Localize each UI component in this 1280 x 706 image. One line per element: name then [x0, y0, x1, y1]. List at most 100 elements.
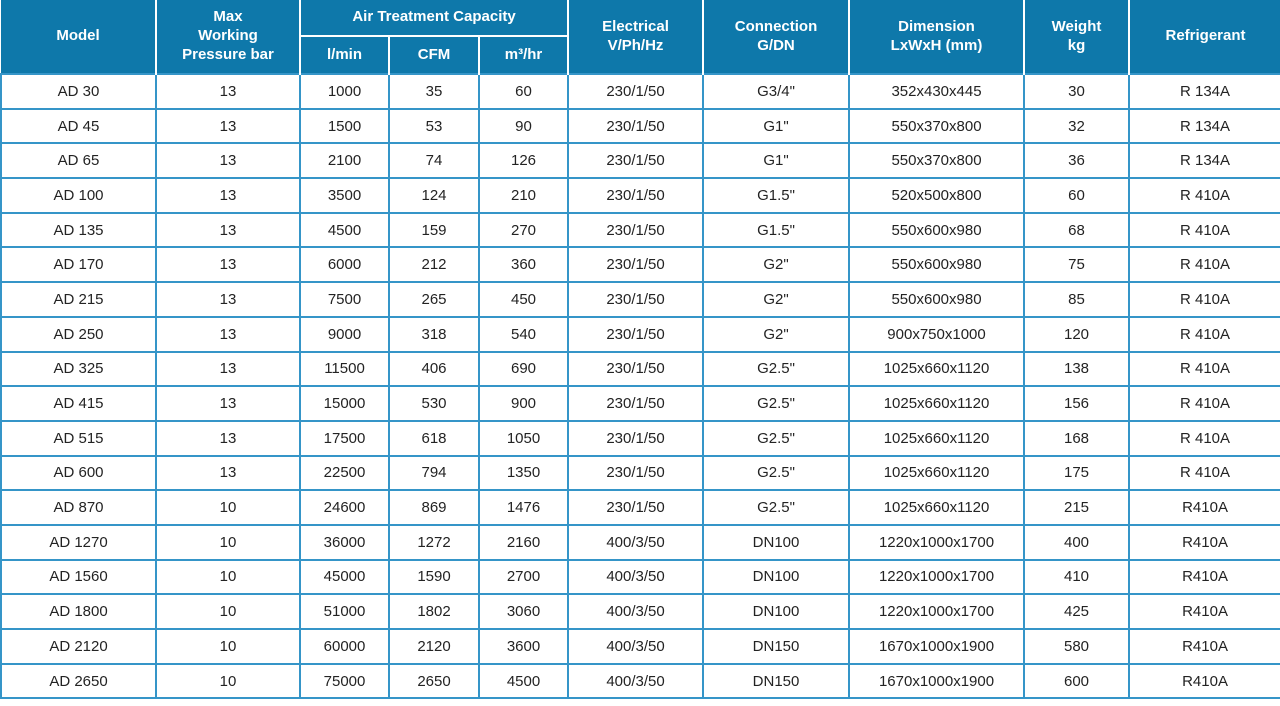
cell-refrigerant: R 410A — [1128, 177, 1280, 214]
cell-weight: 168 — [1023, 419, 1131, 457]
cell-weight: 32 — [1023, 107, 1131, 145]
cell-electrical: 230/1/50 — [567, 489, 705, 526]
cell-cfm: 265 — [388, 281, 480, 318]
cell-connection: G3/4" — [702, 73, 851, 110]
cell-dimension: 550x370x800 — [848, 142, 1026, 180]
cell-refrigerant: R 134A — [1128, 73, 1280, 110]
cell-connection: DN100 — [702, 558, 851, 596]
cell-refrigerant: R 134A — [1128, 107, 1280, 145]
cell-connection: G1" — [702, 142, 851, 180]
cell-refrigerant: R 410A — [1128, 350, 1280, 388]
cell-connection: G1" — [702, 107, 851, 145]
cell-connection: G2.5" — [702, 385, 851, 422]
cell-pressure: 13 — [155, 385, 301, 422]
cell-cfm: 1802 — [388, 593, 480, 630]
cell-m3hr: 90 — [477, 107, 570, 145]
cell-cfm: 1590 — [388, 558, 480, 596]
header-connection: Connection G/DN — [702, 0, 850, 74]
cell-model: AD 30 — [0, 73, 157, 110]
cell-cfm: 159 — [388, 211, 480, 249]
header-weight: Weight kg — [1023, 0, 1130, 74]
cell-pressure: 13 — [155, 454, 301, 492]
cell-connection: G2.5" — [702, 454, 851, 492]
cell-m3hr: 4500 — [477, 662, 570, 700]
cell-cfm: 530 — [388, 385, 480, 422]
cell-dimension: 1670x1000x1900 — [848, 662, 1026, 700]
cell-lmin: 36000 — [299, 523, 390, 561]
cell-electrical: 230/1/50 — [567, 315, 705, 353]
cell-electrical: 230/1/50 — [567, 107, 705, 145]
cell-electrical: 400/3/50 — [567, 628, 705, 665]
cell-pressure: 10 — [155, 558, 301, 596]
table-row: AD 2650 10 75000 2650 4500 400/3/50 DN150 1670x… — [0, 662, 1280, 700]
cell-cfm: 794 — [388, 454, 480, 492]
table-row: AD 1560 10 45000 1590 2700 400/3/50 DN100 1220x… — [0, 558, 1280, 596]
cell-pressure: 10 — [155, 628, 301, 665]
cell-connection: G2.5" — [702, 419, 851, 457]
cell-electrical: 400/3/50 — [567, 593, 705, 630]
cell-weight: 30 — [1023, 73, 1131, 110]
cell-electrical: 400/3/50 — [567, 662, 705, 700]
cell-dimension: 550x600x980 — [848, 281, 1026, 318]
cell-lmin: 6000 — [299, 246, 390, 284]
cell-dimension: 1025x660x1120 — [848, 350, 1026, 388]
cell-m3hr: 1476 — [477, 489, 570, 526]
cell-lmin: 60000 — [299, 628, 390, 665]
cell-electrical: 230/1/50 — [567, 177, 705, 214]
cell-m3hr: 3060 — [477, 593, 570, 630]
cell-electrical: 230/1/50 — [567, 385, 705, 422]
cell-model: AD 45 — [0, 107, 157, 145]
cell-electrical: 400/3/50 — [567, 558, 705, 596]
cell-model: AD 100 — [0, 177, 157, 214]
cell-dimension: 900x750x1000 — [848, 315, 1026, 353]
cell-cfm: 35 — [388, 73, 480, 110]
cell-cfm: 318 — [388, 315, 480, 353]
cell-m3hr: 690 — [477, 350, 570, 388]
cell-pressure: 13 — [155, 142, 301, 180]
cell-electrical: 230/1/50 — [567, 350, 705, 388]
table-row: AD 515 13 17500 618 1050 230/1/50 G2.5" 1025x66… — [0, 419, 1280, 457]
cell-lmin: 75000 — [299, 662, 390, 700]
cell-pressure: 10 — [155, 593, 301, 630]
cell-connection: G1.5" — [702, 211, 851, 249]
cell-pressure: 13 — [155, 107, 301, 145]
header-air-treatment-capacity: Air Treatment Capacity — [298, 0, 569, 37]
cell-weight: 215 — [1023, 489, 1131, 526]
table-row: AD 870 10 24600 869 1476 230/1/50 G2.5" 1025x66… — [0, 489, 1280, 526]
cell-cfm: 53 — [388, 107, 480, 145]
cell-weight: 580 — [1023, 628, 1131, 665]
table-row: AD 45 13 1500 53 90 230/1/50 G1" 550x370x800 32 R… — [0, 107, 1280, 145]
cell-pressure: 13 — [155, 177, 301, 214]
cell-model: AD 1560 — [0, 558, 157, 596]
table-row: AD 2120 10 60000 2120 3600 400/3/50 DN150 1670x… — [0, 628, 1280, 665]
cell-refrigerant: R 410A — [1128, 454, 1280, 492]
cell-dimension: 1220x1000x1700 — [848, 593, 1026, 630]
table-row: AD 250 13 9000 318 540 230/1/50 G2" 900x750x100… — [0, 315, 1280, 353]
cell-connection: G2.5" — [702, 489, 851, 526]
cell-pressure: 10 — [155, 523, 301, 561]
cell-lmin: 3500 — [299, 177, 390, 214]
cell-pressure: 10 — [155, 662, 301, 700]
cell-lmin: 22500 — [299, 454, 390, 492]
cell-model: AD 250 — [0, 315, 157, 353]
header-electrical: Electrical V/Ph/Hz — [567, 0, 704, 74]
cell-lmin: 11500 — [299, 350, 390, 388]
cell-model: AD 415 — [0, 385, 157, 422]
cell-model: AD 215 — [0, 281, 157, 318]
cell-model: AD 2650 — [0, 662, 157, 700]
cell-refrigerant: R410A — [1128, 662, 1280, 700]
cell-weight: 425 — [1023, 593, 1131, 630]
cell-lmin: 4500 — [299, 211, 390, 249]
cell-dimension: 1220x1000x1700 — [848, 558, 1026, 596]
cell-m3hr: 210 — [477, 177, 570, 214]
cell-weight: 120 — [1023, 315, 1131, 353]
cell-lmin: 17500 — [299, 419, 390, 457]
cell-weight: 36 — [1023, 142, 1131, 180]
cell-connection: G2" — [702, 281, 851, 318]
table-row: AD 30 13 1000 35 60 230/1/50 G3/4" 352x430x445 3… — [0, 73, 1280, 110]
cell-pressure: 13 — [155, 350, 301, 388]
cell-refrigerant: R 410A — [1128, 315, 1280, 353]
cell-dimension: 550x600x980 — [848, 246, 1026, 284]
cell-model: AD 170 — [0, 246, 157, 284]
cell-m3hr: 60 — [477, 73, 570, 110]
